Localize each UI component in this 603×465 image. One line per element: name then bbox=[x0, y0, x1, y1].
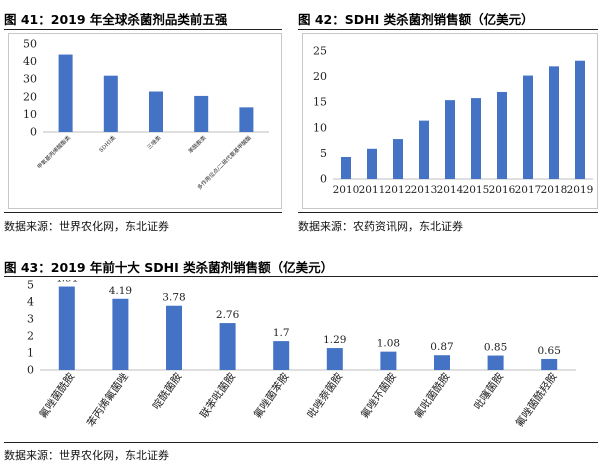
bar bbox=[393, 139, 403, 179]
y-tick-label: 3 bbox=[27, 313, 34, 326]
data-label: 1.08 bbox=[377, 338, 400, 350]
x-tick-label: 2015 bbox=[463, 184, 490, 196]
x-tick-label: 氟唑菌酰胺 bbox=[36, 370, 77, 421]
bar bbox=[326, 348, 343, 370]
x-tick-label: 甲氧基丙烯酸酯类 bbox=[35, 133, 72, 170]
data-label: 0.65 bbox=[538, 345, 561, 357]
x-tick-label: 苯丙烯氟菌唑 bbox=[84, 370, 131, 429]
x-tick-label: 吡唑萘菌胺 bbox=[304, 370, 345, 421]
figure-41-title: 图 41：2019 年全球杀菌剂品类前五强 bbox=[4, 12, 228, 27]
data-label: 1.29 bbox=[323, 334, 346, 346]
x-tick-label: 2013 bbox=[411, 184, 438, 196]
bar bbox=[58, 54, 73, 132]
figure-43-frame: 0 1 2 3 4 5 4.91 氟唑菌酰胺 4.19 苯丙烯氟菌唑 3.78 啶酰菌胺 2.76 联苯吡… bbox=[6, 273, 596, 440]
figure-43-source: 数据来源：世界农化网，东北证券 bbox=[4, 449, 169, 462]
y-tick-label: 1 bbox=[27, 347, 34, 360]
x-tick-label: 氟吡菌酰胺 bbox=[412, 370, 453, 421]
figure-42-frame: 0 5 10 15 20 25 2010 2011 2012 2013 2014 2015 2016 20… bbox=[302, 33, 598, 209]
bar bbox=[523, 75, 533, 179]
figure-42-top-rule bbox=[298, 29, 598, 30]
data-label: 4.91 bbox=[55, 280, 78, 285]
figure-43-title: 图 43：2019 年前十大 SDHI 类杀菌剂销售额（亿美元） bbox=[4, 260, 334, 275]
bar bbox=[58, 286, 75, 370]
x-tick-label: SDHI类 bbox=[97, 133, 118, 154]
x-tick-label: 2012 bbox=[385, 184, 412, 196]
y-tick-label: 15 bbox=[313, 96, 327, 109]
y-tick-label: 50 bbox=[23, 38, 37, 51]
figure-43-top-rule bbox=[4, 276, 598, 277]
bar bbox=[166, 305, 182, 370]
x-tick-label: 2016 bbox=[489, 184, 516, 196]
y-tick-label: 20 bbox=[23, 90, 37, 103]
data-label: 0.87 bbox=[430, 341, 453, 353]
x-tick-label: 三唑类 bbox=[145, 133, 163, 151]
figure-42-title: 图 42：SDHI 类杀菌剂销售额（亿美元） bbox=[298, 12, 534, 27]
bar bbox=[445, 100, 455, 179]
bar bbox=[194, 95, 209, 132]
data-label: 4.19 bbox=[109, 285, 132, 297]
y-tick-label: 0 bbox=[27, 364, 34, 377]
x-tick-label: 2018 bbox=[541, 184, 568, 196]
x-tick-label: 2019 bbox=[567, 184, 594, 196]
y-tick-label: 2 bbox=[27, 330, 34, 343]
bar bbox=[341, 156, 351, 179]
y-tick-label: 40 bbox=[23, 55, 37, 68]
bar bbox=[273, 341, 290, 370]
bar bbox=[112, 298, 129, 370]
bar bbox=[103, 75, 118, 132]
y-tick-label: 20 bbox=[313, 70, 327, 83]
x-tick-label: 氟唑环菌胺 bbox=[358, 370, 399, 421]
bar bbox=[487, 355, 504, 370]
figure-41-frame: 0 10 20 30 40 50 甲氧基丙烯酸酯类 SDHI类 三唑类 苯酰胺类 多作用位点/二硫代… bbox=[8, 33, 282, 209]
x-tick-label: 2010 bbox=[333, 184, 360, 196]
x-tick-label: 2017 bbox=[515, 184, 542, 196]
bar bbox=[219, 323, 236, 370]
figure-42-source: 数据来源：农药资讯网，东北证券 bbox=[298, 220, 463, 233]
x-tick-label: 氟唑菌苯胺 bbox=[251, 370, 292, 421]
bar bbox=[497, 91, 507, 179]
y-tick-label: 0 bbox=[30, 126, 37, 139]
x-tick-label: 2014 bbox=[437, 184, 464, 196]
bar bbox=[149, 91, 163, 132]
bar bbox=[549, 66, 559, 179]
x-tick-label: 啶酰菌胺 bbox=[150, 370, 185, 412]
y-tick-label: 5 bbox=[320, 147, 327, 160]
x-tick-label: 氟唑菌酰羟胺 bbox=[513, 370, 560, 429]
bar bbox=[367, 148, 377, 179]
figure-41-top-rule bbox=[4, 29, 282, 30]
bar bbox=[434, 355, 450, 370]
x-tick-label: 联苯吡菌胺 bbox=[197, 370, 238, 421]
y-tick-label: 5 bbox=[27, 280, 34, 292]
y-tick-label: 10 bbox=[313, 121, 327, 134]
data-label: 2.76 bbox=[216, 309, 240, 321]
y-tick-label: 10 bbox=[23, 108, 37, 121]
figure-43-bottom-rule bbox=[4, 442, 598, 443]
bar bbox=[380, 351, 397, 370]
x-tick-label: 吡噻菌胺 bbox=[471, 370, 506, 412]
figure-41-source: 数据来源：世界农化网，东北证券 bbox=[4, 220, 169, 233]
y-tick-label: 4 bbox=[27, 296, 34, 309]
figure-42-bottom-rule bbox=[298, 212, 598, 213]
bar bbox=[575, 60, 585, 180]
bar bbox=[541, 358, 558, 370]
y-tick-label: 30 bbox=[23, 73, 37, 86]
figure-43-chart: 0 1 2 3 4 5 4.91 氟唑菌酰胺 4.19 苯丙烯氟菌唑 3.78 啶酰菌胺 2.76 联苯吡… bbox=[27, 273, 576, 429]
y-tick-label: 25 bbox=[313, 45, 327, 58]
x-tick-label: 苯酰胺类 bbox=[186, 133, 208, 155]
data-label: 1.7 bbox=[273, 327, 290, 339]
bar bbox=[239, 107, 254, 132]
y-tick-label: 0 bbox=[320, 173, 327, 186]
bar bbox=[419, 120, 429, 179]
data-label: 3.78 bbox=[162, 292, 185, 304]
bar bbox=[471, 98, 481, 179]
figure-41-bottom-rule bbox=[4, 212, 282, 213]
x-tick-label: 2011 bbox=[359, 184, 386, 196]
data-label: 0.85 bbox=[484, 342, 507, 354]
